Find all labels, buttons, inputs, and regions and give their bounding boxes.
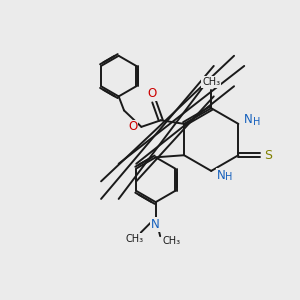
Text: H: H xyxy=(253,117,260,127)
Text: H: H xyxy=(225,172,233,182)
Text: N: N xyxy=(244,113,252,126)
Text: O: O xyxy=(128,120,138,134)
Text: N: N xyxy=(151,218,160,231)
Text: S: S xyxy=(264,149,272,162)
Text: O: O xyxy=(147,87,156,100)
Text: CH₃: CH₃ xyxy=(125,234,143,244)
Text: CH₃: CH₃ xyxy=(163,236,181,246)
Text: CH₃: CH₃ xyxy=(202,77,220,87)
Text: N: N xyxy=(216,169,225,182)
